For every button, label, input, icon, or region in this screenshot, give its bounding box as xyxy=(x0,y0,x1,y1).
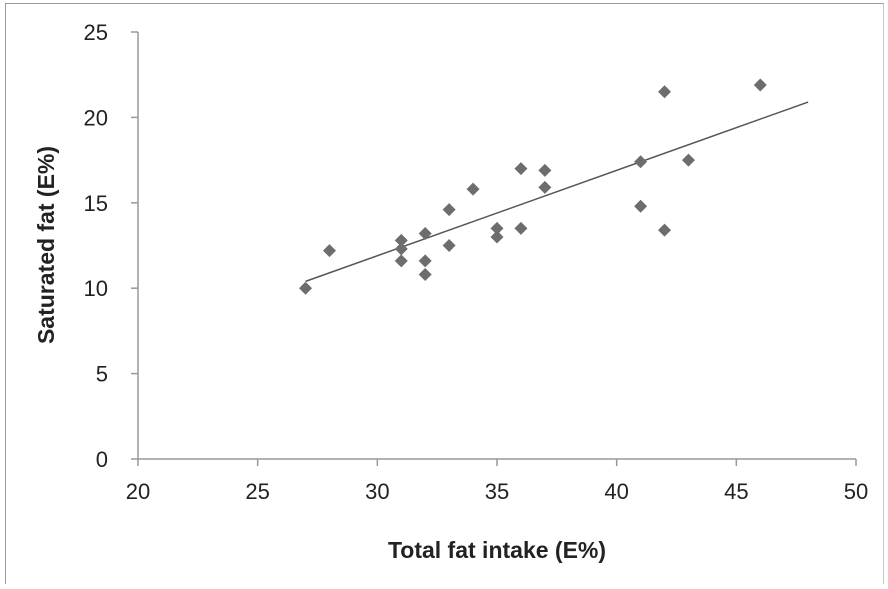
tick-labels: 20 25 30 35 40 45 50 0 5 10 15 20 25 xyxy=(84,20,869,504)
x-tick-label: 45 xyxy=(724,479,748,504)
data-point xyxy=(753,78,767,92)
data-point xyxy=(466,182,480,196)
data-point xyxy=(418,268,432,282)
data-point xyxy=(394,242,408,256)
x-tick-label: 25 xyxy=(245,479,269,504)
y-tick-label: 20 xyxy=(84,105,108,130)
data-point xyxy=(634,199,648,213)
y-tick-label: 25 xyxy=(84,20,108,45)
data-point xyxy=(322,244,336,258)
data-point xyxy=(514,221,528,235)
y-tick-label: 0 xyxy=(96,447,108,472)
data-point xyxy=(658,223,672,237)
data-point xyxy=(634,155,648,169)
x-tick-label: 30 xyxy=(365,479,389,504)
data-point xyxy=(658,85,672,99)
y-tick-label: 10 xyxy=(84,276,108,301)
data-point xyxy=(442,203,456,217)
data-point xyxy=(514,162,528,176)
data-point xyxy=(490,230,504,244)
axes xyxy=(131,31,857,466)
x-tick-label: 40 xyxy=(604,479,628,504)
data-point xyxy=(490,221,504,235)
data-point xyxy=(299,281,313,295)
x-tick-label: 50 xyxy=(844,479,868,504)
trendline xyxy=(305,101,809,283)
chart-frame xyxy=(5,3,884,584)
data-point xyxy=(538,180,552,194)
data-point xyxy=(538,163,552,177)
data-point xyxy=(442,239,456,252)
x-axis-title: Total fat intake (E%) xyxy=(388,537,606,563)
data-point xyxy=(418,227,432,241)
y-axis-title: Saturated fat (E%) xyxy=(33,146,59,344)
data-point xyxy=(394,233,408,247)
y-tick-label: 5 xyxy=(96,362,108,387)
y-tick-label: 15 xyxy=(84,191,108,216)
data-points xyxy=(299,78,767,295)
data-point xyxy=(418,254,432,268)
x-tick-label: 20 xyxy=(126,479,150,504)
data-point xyxy=(681,153,695,167)
data-point xyxy=(394,254,408,268)
x-tick-label: 35 xyxy=(485,479,509,504)
